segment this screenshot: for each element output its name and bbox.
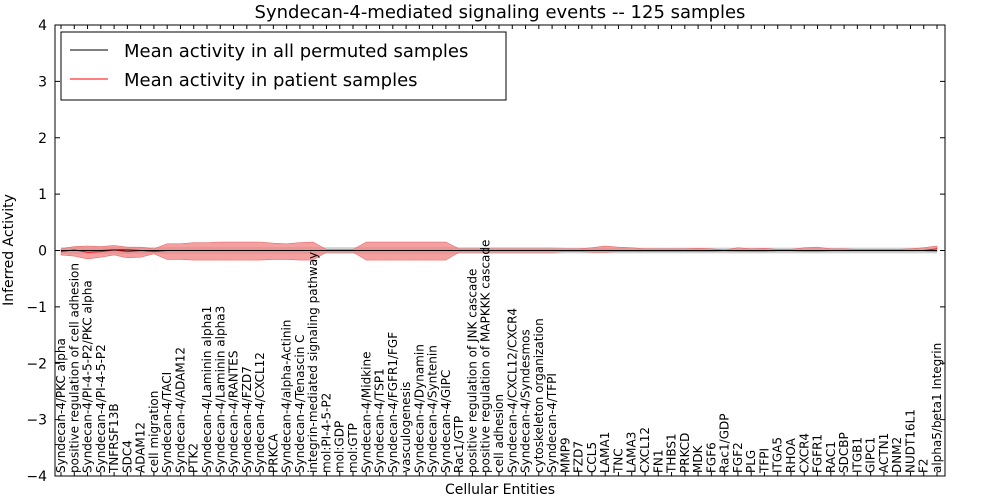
x-tick-label: NUDT16L1 bbox=[903, 409, 917, 473]
x-tick-label: mol:GDP bbox=[333, 421, 347, 473]
x-tick-label: vasculogenesis bbox=[399, 382, 413, 473]
x-tick-label: Syndecan-4/Dynamin bbox=[412, 344, 426, 473]
legend-box bbox=[60, 31, 507, 101]
legend-label-patient: Mean activity in patient samples bbox=[124, 70, 418, 91]
x-tick-label: alpha5/beta1 Integrin bbox=[930, 343, 944, 473]
y-tick-label: −3 bbox=[26, 413, 47, 429]
x-tick-label: Syndecan-4/alpha-Actinin bbox=[280, 320, 294, 473]
x-tick-label: FGF2 bbox=[731, 442, 745, 473]
x-tick-label: CXCL12 bbox=[638, 427, 652, 473]
legend: Mean activity in all permuted samples Me… bbox=[60, 31, 507, 101]
y-tick-label: 1 bbox=[38, 187, 47, 203]
x-tick-label: positive regulation of MAPKKK cascade bbox=[479, 240, 493, 473]
x-tick-label: THBS1 bbox=[665, 433, 679, 474]
chart-title: Syndecan-4-mediated signaling events -- … bbox=[255, 2, 746, 23]
x-axis-label: Cellular Entities bbox=[445, 482, 555, 498]
y-axis-ticks: −4 −3 −2 −1 0 1 2 3 4 bbox=[26, 18, 945, 485]
x-tick-label: CCL5 bbox=[585, 442, 599, 473]
x-tick-label: PRKCD bbox=[678, 433, 692, 473]
x-tick-label: MMP9 bbox=[558, 437, 572, 473]
x-tick-label: cell migration bbox=[147, 391, 161, 473]
x-tick-label: ACTN1 bbox=[877, 433, 891, 473]
y-tick-label: 0 bbox=[38, 244, 47, 260]
x-tick-label: cytoskeleton organization bbox=[532, 318, 546, 473]
y-tick-label: −1 bbox=[26, 300, 47, 316]
x-tick-label: PRKCA bbox=[266, 433, 280, 473]
y-tick-label: −4 bbox=[26, 469, 47, 485]
x-tick-label: cell adhesion bbox=[492, 394, 506, 473]
x-tick-label: Syndecan-4/Midkine bbox=[359, 352, 373, 473]
x-tick-label: integrin-mediated signaling pathway bbox=[306, 252, 320, 473]
x-tick-label: Syndecan-4/FGFR1/FGF bbox=[386, 332, 400, 473]
x-tick-label: Syndecan-4/PI-4-5-P2/PKC alpha bbox=[81, 280, 95, 473]
x-tick-label: RHOA bbox=[784, 437, 798, 473]
x-tick-label: Syndecan-4/PI-4-5-P2 bbox=[94, 344, 108, 473]
x-tick-label: FGFR1 bbox=[811, 434, 825, 473]
series-lines-layer bbox=[60, 248, 938, 253]
x-tick-label: Syndecan-4/RANTES bbox=[227, 351, 241, 473]
x-tick-label: Syndecan-4/Syndesmos bbox=[519, 329, 533, 473]
x-tick-label: Syndecan-4/Laminin alpha1 bbox=[200, 306, 214, 473]
x-tick-label: PTK2 bbox=[187, 443, 201, 473]
patient-band-layer bbox=[60, 241, 938, 261]
legend-label-permuted: Mean activity in all permuted samples bbox=[124, 41, 468, 62]
x-tick-label: DNM2 bbox=[890, 437, 904, 473]
x-tick-label: Syndecan-4/FZD7 bbox=[240, 366, 254, 473]
x-tick-label: Syndecan-4/TFPI bbox=[545, 373, 559, 473]
y-tick-label: 2 bbox=[38, 131, 47, 147]
x-tick-label: Syndecan-4/ADAM12 bbox=[173, 347, 187, 473]
x-tick-label: F2 bbox=[917, 458, 931, 473]
x-tick-label: positive regulation of JNK cascade bbox=[465, 269, 479, 473]
x-tick-label: ITGA5 bbox=[771, 437, 785, 473]
x-tick-label: Syndecan-4/Syntenin bbox=[426, 345, 440, 473]
x-tick-label: Syndecan-4/Tenascin C bbox=[293, 334, 307, 473]
x-tick-label: Syndecan-4/Laminin alpha3 bbox=[213, 306, 227, 473]
x-tick-label: SDC4 bbox=[120, 440, 134, 473]
x-tick-label: Syndecan-4/TACI bbox=[160, 372, 174, 473]
x-tick-label: Syndecan-4/TSP1 bbox=[373, 368, 387, 473]
y-tick-label: 4 bbox=[38, 18, 47, 34]
x-tick-label: Syndecan-4/CXCL12/CXCR4 bbox=[505, 308, 519, 473]
x-tick-label: LAMA3 bbox=[625, 432, 639, 473]
x-tick-label: Syndecan-4/PKC alpha bbox=[54, 338, 68, 473]
x-tick-label: TNC bbox=[611, 448, 625, 474]
x-tick-label: Syndecan-4/CXCL12 bbox=[253, 352, 267, 473]
x-tick-label: GIPC1 bbox=[864, 437, 878, 473]
y-tick-label: 3 bbox=[38, 74, 47, 90]
x-tick-label: TFPI bbox=[757, 448, 771, 474]
x-tick-label: Rac1/GDP bbox=[718, 414, 732, 473]
x-tick-label: mol:PI-4-5-P2 bbox=[319, 393, 333, 473]
x-tick-label: ADAM12 bbox=[134, 422, 148, 473]
x-tick-label: CXCR4 bbox=[797, 433, 811, 473]
x-tick-label: mol:GTP bbox=[346, 423, 360, 473]
y-tick-label: −2 bbox=[26, 356, 47, 372]
x-tick-label: LAMA1 bbox=[598, 432, 612, 473]
series-line-permuted bbox=[61, 249, 937, 251]
x-tick-label: SDCBP bbox=[837, 432, 851, 473]
x-tick-label: Syndecan-4/GIPC bbox=[439, 370, 453, 473]
x-tick-label: TNFRSF13B bbox=[107, 403, 121, 474]
x-tick-label: PLG bbox=[744, 450, 758, 473]
x-tick-label: RAC1 bbox=[824, 441, 838, 473]
x-tick-label: MDK bbox=[691, 444, 705, 473]
x-tick-label: FZD7 bbox=[572, 441, 586, 473]
patient-confidence-band bbox=[60, 241, 938, 261]
y-axis-label: Inferred Activity bbox=[1, 194, 17, 306]
x-tick-label: positive regulation of cell adhesion bbox=[67, 263, 81, 473]
x-axis-ticks: Syndecan-4/PKC alpha positive regulation … bbox=[54, 25, 944, 476]
x-tick-label: FN1 bbox=[651, 449, 665, 473]
x-tick-label: FGF6 bbox=[704, 442, 718, 473]
x-tick-label: Rac1/GTP bbox=[452, 416, 466, 473]
x-tick-label: ITGB1 bbox=[850, 437, 864, 473]
